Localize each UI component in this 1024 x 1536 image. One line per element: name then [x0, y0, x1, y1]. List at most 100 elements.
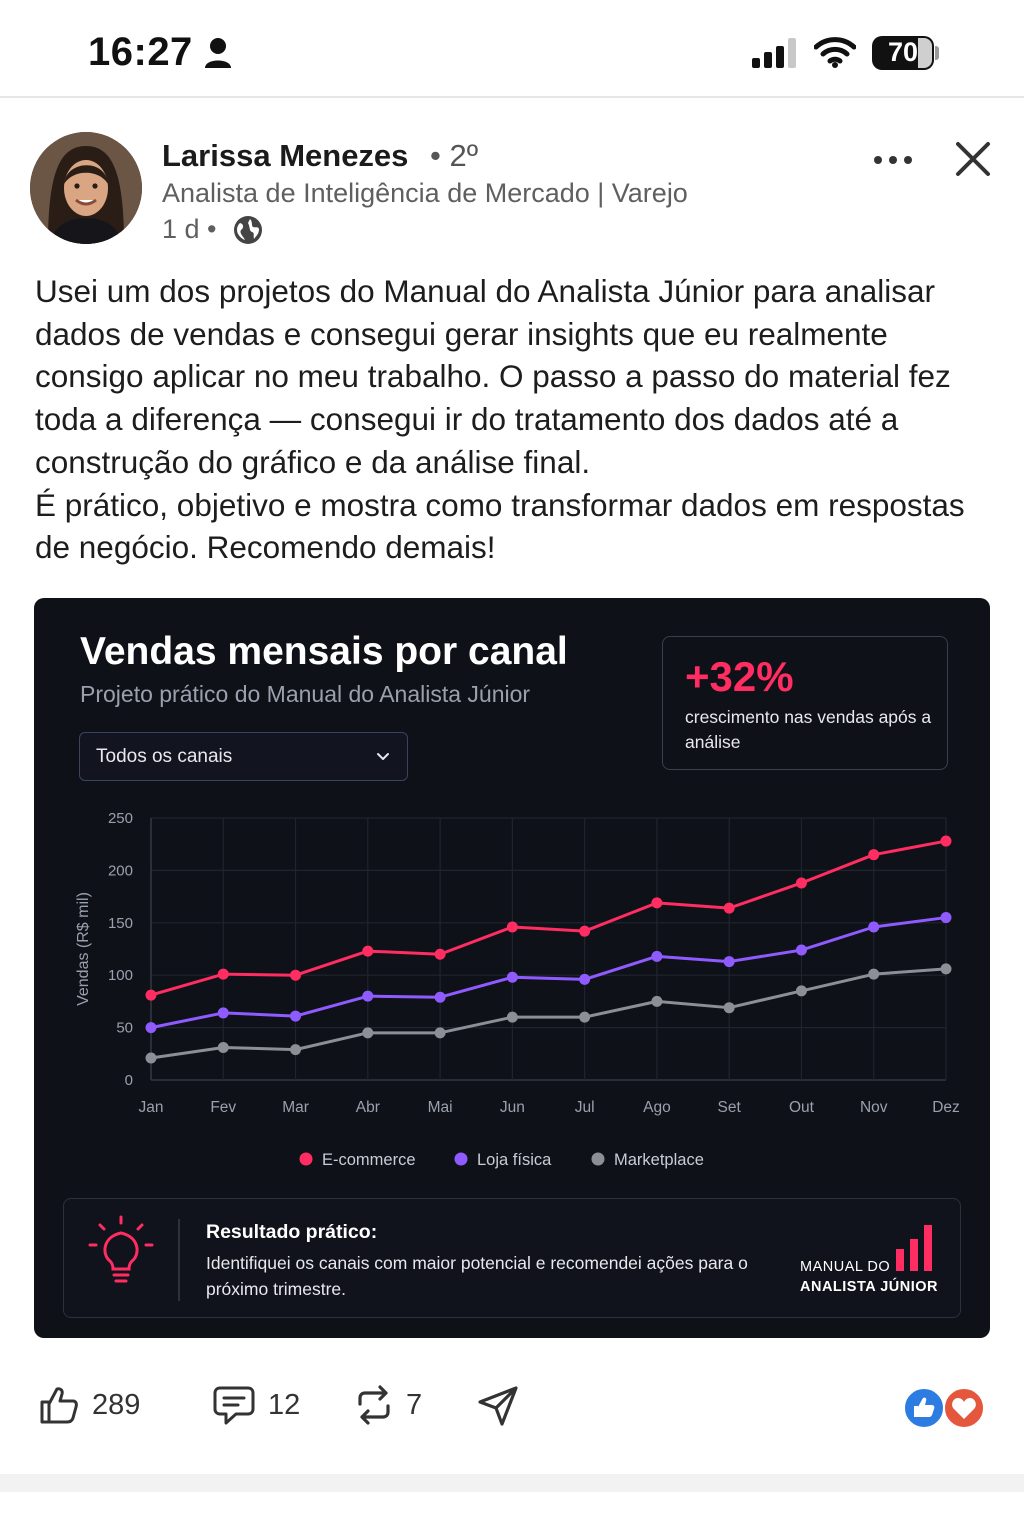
signal-icon — [752, 38, 796, 68]
data-point — [579, 973, 591, 985]
data-point — [290, 1044, 302, 1056]
comment-button[interactable]: 12 — [212, 1384, 300, 1426]
data-point — [795, 944, 807, 956]
data-point — [434, 1027, 446, 1039]
chart-subtitle: Projeto prático do Manual do Analista Jú… — [80, 681, 531, 707]
close-icon[interactable] — [954, 140, 992, 178]
repost-button[interactable]: 7 — [354, 1384, 422, 1426]
repost-count: 7 — [406, 1388, 423, 1421]
data-point — [434, 948, 446, 960]
data-point — [362, 1027, 374, 1039]
legend-marker — [591, 1152, 605, 1166]
data-point — [145, 989, 157, 1001]
x-tick-label: Set — [718, 1099, 742, 1116]
data-point — [145, 1022, 157, 1034]
channel-select[interactable]: Todos os canais — [79, 732, 408, 781]
send-icon — [478, 1386, 518, 1426]
data-point — [651, 995, 663, 1007]
y-tick-label: 100 — [108, 967, 133, 984]
data-point — [940, 835, 952, 847]
x-tick-label: Abr — [356, 1099, 380, 1116]
comment-count: 12 — [268, 1388, 301, 1421]
data-point — [868, 921, 880, 933]
legend-marker — [454, 1152, 468, 1166]
x-tick-label: Mar — [282, 1099, 309, 1116]
chevron-down-icon — [377, 753, 389, 760]
result-box: Resultado prático: Identifiquei os canai… — [63, 1198, 961, 1318]
data-point — [651, 950, 663, 962]
data-point — [290, 1010, 302, 1022]
send-button[interactable] — [476, 1384, 520, 1428]
x-tick-label: Dez — [932, 1099, 960, 1116]
wifi-icon — [814, 37, 856, 68]
kpi-box: +32% crescimento nas vendas após a análi… — [662, 636, 948, 770]
data-point — [290, 969, 302, 981]
data-point — [506, 921, 518, 933]
series-line — [150, 967, 947, 1060]
data-point — [868, 849, 880, 861]
data-point — [723, 1002, 735, 1014]
data-point — [217, 1007, 229, 1019]
like-button[interactable]: 289 — [38, 1384, 140, 1426]
result-text: Identifiquei os canais com maior potenci… — [206, 1253, 748, 1299]
data-point — [362, 945, 374, 957]
battery-level: 70 — [887, 37, 919, 67]
data-point — [940, 912, 952, 924]
brand-logo-text: MANUAL DO ANALISTA JÚNIOR — [800, 1259, 938, 1295]
sales-line-chart: 0 50 100 150 200 250 Jan Fev Mar Abr Mai Jun Jul Ago S… — [75, 810, 960, 1169]
data-point — [795, 985, 807, 997]
battery-icon: 70 — [872, 36, 934, 70]
y-tick-label: 50 — [116, 1020, 133, 1037]
data-point — [145, 1052, 157, 1064]
data-point — [579, 925, 591, 937]
legend-marker — [299, 1152, 313, 1166]
legend-label: Marketplace — [614, 1151, 704, 1169]
x-tick-label: Out — [789, 1099, 815, 1116]
x-tick-label: Ago — [643, 1099, 671, 1116]
thumbs-up-icon — [40, 1387, 78, 1424]
y-axis-label: Vendas (R$ mil) — [75, 892, 92, 1006]
series-line — [150, 839, 947, 997]
x-tick-label: Mai — [428, 1099, 453, 1116]
data-point — [723, 902, 735, 914]
y-tick-label: 200 — [108, 862, 133, 879]
post-text: Usei um dos projetos do Manual do Analis… — [35, 273, 965, 566]
person-icon — [205, 38, 231, 68]
data-point — [723, 956, 735, 968]
kpi-value: +32% — [685, 653, 794, 700]
lightbulb-icon — [88, 1215, 154, 1283]
author-name[interactable]: Larissa Menezes — [162, 138, 409, 173]
avatar[interactable] — [30, 132, 142, 244]
legend-label: Loja física — [477, 1151, 552, 1169]
globe-icon — [234, 216, 262, 244]
legend-label: E-commerce — [322, 1151, 416, 1169]
x-tick-label: Fev — [210, 1099, 236, 1116]
x-tick-label: Jun — [500, 1099, 525, 1116]
author-headline: Analista de Inteligência de Mercado | Va… — [162, 178, 688, 208]
data-point — [868, 968, 880, 980]
repost-icon — [358, 1385, 390, 1425]
kpi-description: crescimento nas vendas após a análise — [685, 707, 932, 752]
y-tick-label: 150 — [108, 915, 133, 932]
like-count: 289 — [92, 1388, 141, 1421]
x-tick-label: Jan — [139, 1099, 164, 1116]
more-options-button[interactable] — [870, 148, 916, 172]
status-bar: 16:27 70 — [0, 0, 1024, 98]
chart-title: Vendas mensais por canal — [80, 630, 568, 673]
data-point — [434, 991, 446, 1003]
post-time: 1 d • — [162, 214, 217, 244]
data-point — [795, 877, 807, 889]
series-line — [150, 916, 947, 1030]
data-point — [940, 963, 952, 975]
data-point — [217, 1042, 229, 1054]
data-point — [217, 968, 229, 980]
data-point — [506, 1011, 518, 1023]
feed-divider — [0, 1474, 1024, 1492]
channel-select-value: Todos os canais — [96, 746, 233, 767]
result-title: Resultado prático: — [206, 1221, 378, 1243]
reaction-icons[interactable] — [902, 1386, 988, 1430]
data-point — [579, 1011, 591, 1023]
y-tick-label: 0 — [125, 1072, 133, 1089]
post-image-card[interactable]: Vendas mensais por canal Projeto prático… — [34, 598, 990, 1338]
bar-chart-logo-icon — [896, 1225, 932, 1271]
